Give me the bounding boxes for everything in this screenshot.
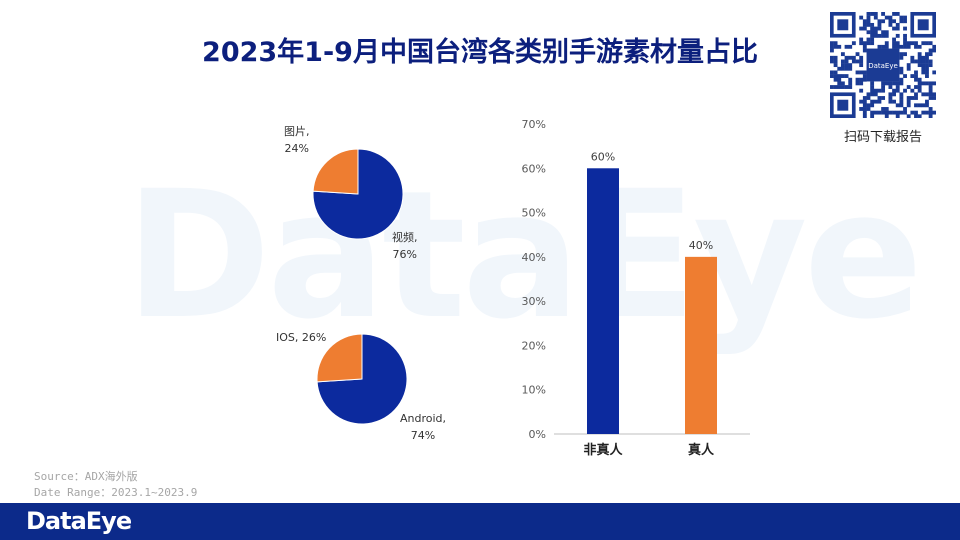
pie-chart-material-type: [312, 148, 404, 240]
chart-title: 2023年1-9月中国台湾各类别手游素材量占比: [202, 37, 758, 68]
source-text: Source：ADX海外版: [34, 470, 138, 483]
y-tick-label: 60%: [522, 162, 546, 175]
bar-1: [685, 256, 717, 434]
bar-data-label: 60%: [591, 150, 615, 163]
pie-chart-platform: [316, 333, 408, 425]
y-tick-label: 0%: [529, 428, 546, 441]
date-range-text: Date Range：2023.1~2023.9: [34, 486, 198, 499]
pie1-label-image: 图片, 24%: [284, 125, 310, 155]
pie1-label-video: 视频, 76%: [392, 231, 418, 261]
y-tick-label: 20%: [522, 339, 546, 352]
pie2-label-ios: IOS, 26%: [276, 331, 327, 344]
pie1-slice-1: [312, 148, 359, 195]
bar-chart-character-type: 0% 10% 20% 30% 40% 50% 60% 70% 60% 非真人 40% 真人: [522, 118, 750, 458]
y-tick-label: 40%: [522, 251, 546, 264]
footer-logo: DataEye: [26, 507, 132, 535]
qr-center-logo: DataEye: [868, 62, 898, 70]
x-tick-label: 非真人: [583, 442, 623, 458]
qr-code[interactable]: DataEye: [830, 12, 936, 118]
x-tick-label: 真人: [688, 442, 715, 458]
qr-caption: 扫码下载报告: [843, 130, 922, 145]
pie2-slice-1: [316, 333, 363, 383]
source-note: Source：ADX海外版 Date Range：2023.1~2023.9: [34, 469, 197, 501]
footer-bar: DataEye: [0, 503, 960, 540]
y-tick-label: 10%: [522, 384, 546, 397]
bar-data-label: 40%: [689, 239, 713, 252]
y-tick-label: 30%: [522, 295, 546, 308]
watermark-logo: DataEye: [125, 153, 923, 358]
pie2-label-android: Android, 74%: [400, 412, 447, 442]
y-tick-label: 50%: [522, 207, 546, 220]
y-tick-label: 70%: [522, 118, 546, 131]
bar-0: [587, 168, 619, 434]
